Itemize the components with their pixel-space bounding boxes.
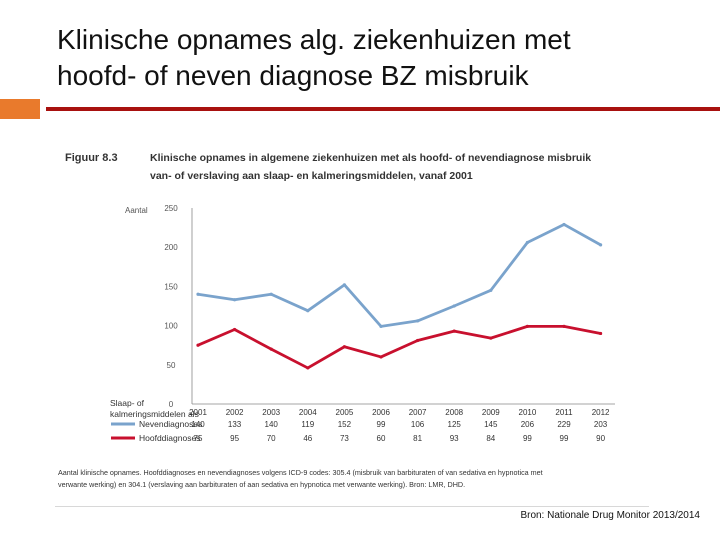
data-point [489, 288, 493, 292]
x-tick-label: 2009 [482, 408, 500, 417]
figure-bottom-divider [55, 506, 649, 507]
table-value: 203 [594, 420, 608, 429]
slide-title-line-2: hoofd- of neven diagnose BZ misbruik [57, 60, 529, 91]
figure-label: Figuur 8.3 [65, 152, 118, 164]
table-value: 152 [338, 420, 352, 429]
x-tick-label: 2001 [189, 408, 207, 417]
x-tick-label: 2005 [336, 408, 354, 417]
figure-title-line-1: Klinische opnames in algemene ziekenhuiz… [150, 152, 591, 164]
data-point [489, 336, 493, 340]
data-point [269, 347, 273, 351]
data-point [342, 345, 346, 349]
table-value: 140 [265, 420, 279, 429]
data-point [562, 324, 566, 328]
x-tick-label: 2012 [592, 408, 610, 417]
table-value: 93 [450, 434, 459, 443]
data-point [452, 329, 456, 333]
table-value: 70 [267, 434, 276, 443]
table-value: 60 [377, 434, 386, 443]
table-value: 81 [413, 434, 422, 443]
x-tick-label: 2008 [445, 408, 463, 417]
table-value: 99 [560, 434, 569, 443]
table-value: 99 [523, 434, 532, 443]
table-value: 95 [230, 434, 239, 443]
y-tick-label: 0 [169, 400, 174, 409]
y-tick-label: 50 [167, 361, 176, 370]
x-tick-label: 2011 [555, 408, 573, 417]
table-value: 206 [521, 420, 535, 429]
x-tick-label: 2007 [409, 408, 427, 417]
table-value: 90 [596, 434, 605, 443]
table-value: 145 [484, 420, 498, 429]
data-point [599, 331, 603, 336]
y-tick-label: 250 [164, 204, 178, 213]
data-point [416, 338, 420, 343]
table-value: 84 [486, 434, 495, 443]
x-tick-label: 2006 [372, 408, 390, 417]
x-axis-label-line-1: Slaap- of [110, 398, 145, 408]
legend-label-0: Nevendiagnoses [139, 419, 202, 429]
line-chart: Figuur 8.3 Klinische opnames in algemene… [58, 152, 615, 489]
data-point [525, 324, 529, 328]
table-value: 140 [191, 420, 205, 429]
x-tick-label: 2002 [226, 408, 244, 417]
x-axis-label-line-2: kalmeringsmiddelen als [110, 409, 199, 419]
figure-footnote-line-1: Aantal klinische opnames. Hoofddiagnoses… [58, 468, 543, 477]
table-value: 99 [377, 420, 386, 429]
data-point [306, 309, 310, 313]
data-point [452, 304, 456, 308]
slide-title: Klinische opnames alg. ziekenhuizen met … [57, 22, 677, 94]
table-value: 133 [228, 420, 242, 429]
series-line-1 [196, 324, 602, 370]
figure-panel: Figuur 8.3 Klinische opnames in algemene… [55, 138, 649, 506]
data-point [306, 366, 310, 370]
data-point [196, 343, 200, 347]
data-point [416, 319, 420, 323]
orange-accent-block [0, 99, 40, 119]
y-tick-label: 100 [164, 322, 178, 331]
data-point [599, 243, 603, 247]
table-value: 73 [340, 434, 349, 443]
data-point [525, 240, 529, 245]
table-value: 229 [557, 420, 571, 429]
legend-label-1: Hoofddiagnoses [139, 433, 200, 443]
data-point [269, 292, 273, 296]
slide-title-line-1: Klinische opnames alg. ziekenhuizen met [57, 24, 571, 55]
figure-title-line-2: van- of verslaving aan slaap- en kalmeri… [150, 170, 473, 182]
source-note: Bron: Nationale Drug Monitor 2013/2014 [520, 510, 700, 521]
data-point [379, 355, 383, 359]
x-tick-label: 2010 [519, 408, 537, 417]
data-point [196, 292, 200, 296]
y-tick-label: 200 [164, 243, 178, 252]
x-tick-label: 2004 [299, 408, 317, 417]
data-point [342, 283, 346, 287]
table-value: 106 [411, 420, 425, 429]
x-tick-label: 2003 [262, 408, 280, 417]
red-divider-bar [46, 107, 720, 111]
data-point [562, 222, 566, 227]
table-value: 75 [194, 434, 203, 443]
table-value: 125 [448, 420, 462, 429]
data-point [233, 298, 237, 302]
y-tick-label: 150 [164, 282, 178, 291]
data-point [379, 324, 383, 328]
data-point [233, 327, 237, 332]
table-value: 46 [303, 434, 312, 443]
figure-footnote-line-2: verwante werking) en 304.1 (verslaving a… [58, 480, 465, 489]
y-axis-label: Aantal [125, 206, 148, 215]
series-line-0 [196, 223, 602, 328]
table-value: 119 [301, 420, 314, 429]
